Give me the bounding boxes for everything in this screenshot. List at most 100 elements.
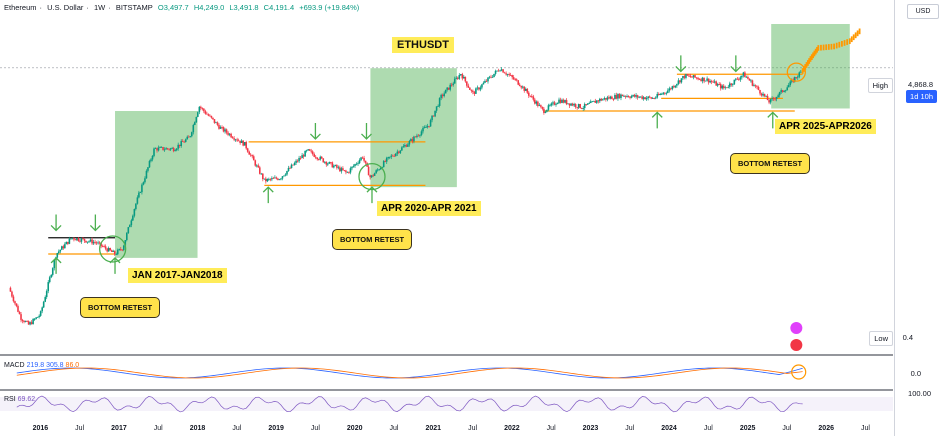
candle-body [747,76,749,79]
currency-button[interactable]: USD [907,4,939,19]
rsi-line [16,395,803,413]
candle-body [252,156,255,161]
candle-body [160,146,163,148]
candle-body [396,151,399,154]
rsi-legend[interactable]: RSI 69.62 [4,396,35,403]
candle-body [589,101,592,104]
candle-body [662,92,665,94]
candle-body [577,104,580,108]
projection-candle [843,40,846,46]
candle-body [254,160,257,166]
candle-body [334,165,337,166]
candle-body [783,91,785,92]
candle-body [222,127,225,132]
candle-body [502,69,504,73]
candle-body [549,105,551,107]
projection-candle [812,52,815,59]
candle-body [555,104,557,105]
candle-body [472,90,474,92]
resistance-arrow [89,214,101,232]
macd-legend[interactable]: MACD 219.8 305.8 86.0 [4,362,79,369]
candle-body [80,238,83,242]
candle-body [130,220,133,226]
candle-body [224,129,226,132]
candle-body [722,85,725,89]
candle-body [266,178,269,182]
candle-body [148,161,151,168]
projection-candle [854,32,857,39]
candle-body [435,106,438,111]
candle-body [272,178,275,179]
candle-body [775,96,778,100]
candle-body [70,238,72,240]
candle-body [39,311,42,316]
candle-body [41,307,43,312]
candle-body [107,248,110,252]
candle-body [190,132,193,137]
candle-body [608,97,610,99]
candle-body [458,75,461,79]
candle-body [333,165,335,168]
candle-body [627,96,630,98]
projection-candle [801,68,804,74]
candle-body [59,249,62,252]
candle-body [399,150,402,153]
candle-body [184,139,187,142]
candle-body [686,74,689,76]
candle-body [119,249,122,250]
candle-body [508,74,510,76]
x-tick-label: 2020 [347,425,363,432]
candle-body [558,99,560,104]
candle-body [328,162,331,164]
candle-body [209,115,211,117]
candle-body [795,77,798,78]
candle-body [769,99,772,103]
candle-body [417,135,420,137]
candle-body [103,246,105,248]
candle-body [470,89,473,91]
candle-body [71,237,74,239]
candle-body [262,173,264,180]
candle-body [101,245,104,247]
candle-body [121,249,124,251]
price-scale[interactable] [894,0,945,436]
candle-body [281,176,284,179]
candle-body [679,80,681,83]
candle-body [611,96,613,100]
candle-body [754,85,757,87]
projection-candle [848,38,851,45]
candle-body [230,133,232,138]
candle-body [568,103,571,106]
candle-body [30,322,33,325]
candle-body [479,87,482,90]
candle-body [180,141,183,147]
candle-body [736,78,739,80]
candle-body [391,155,394,157]
candle-body [289,167,291,169]
candle-body [372,175,374,177]
candle-body [781,90,784,92]
candle-body [141,184,143,193]
candle-body [200,106,202,109]
candle-body [651,98,654,99]
projection-candle [841,40,843,47]
candle-body [95,242,98,244]
candle-body [73,237,75,240]
candle-body [65,241,68,245]
candle-body [296,160,299,162]
candle-body [574,104,577,108]
period-label-2017: JAN 2017-JAN2018 [128,268,227,283]
candle-body [425,127,427,128]
candle-body [721,85,724,89]
projection-candle [817,45,820,51]
candle-body [249,154,252,156]
candle-body [301,155,303,159]
candle-body [438,98,441,106]
candle-body [207,114,210,116]
candle-body [388,156,391,158]
candle-body [407,144,409,147]
candle-body [36,317,39,318]
symbol-header[interactable]: Ethereum · U.S. Dollar · 1W · BITSTAMP O3,4… [4,3,360,12]
candle-body [630,96,633,98]
